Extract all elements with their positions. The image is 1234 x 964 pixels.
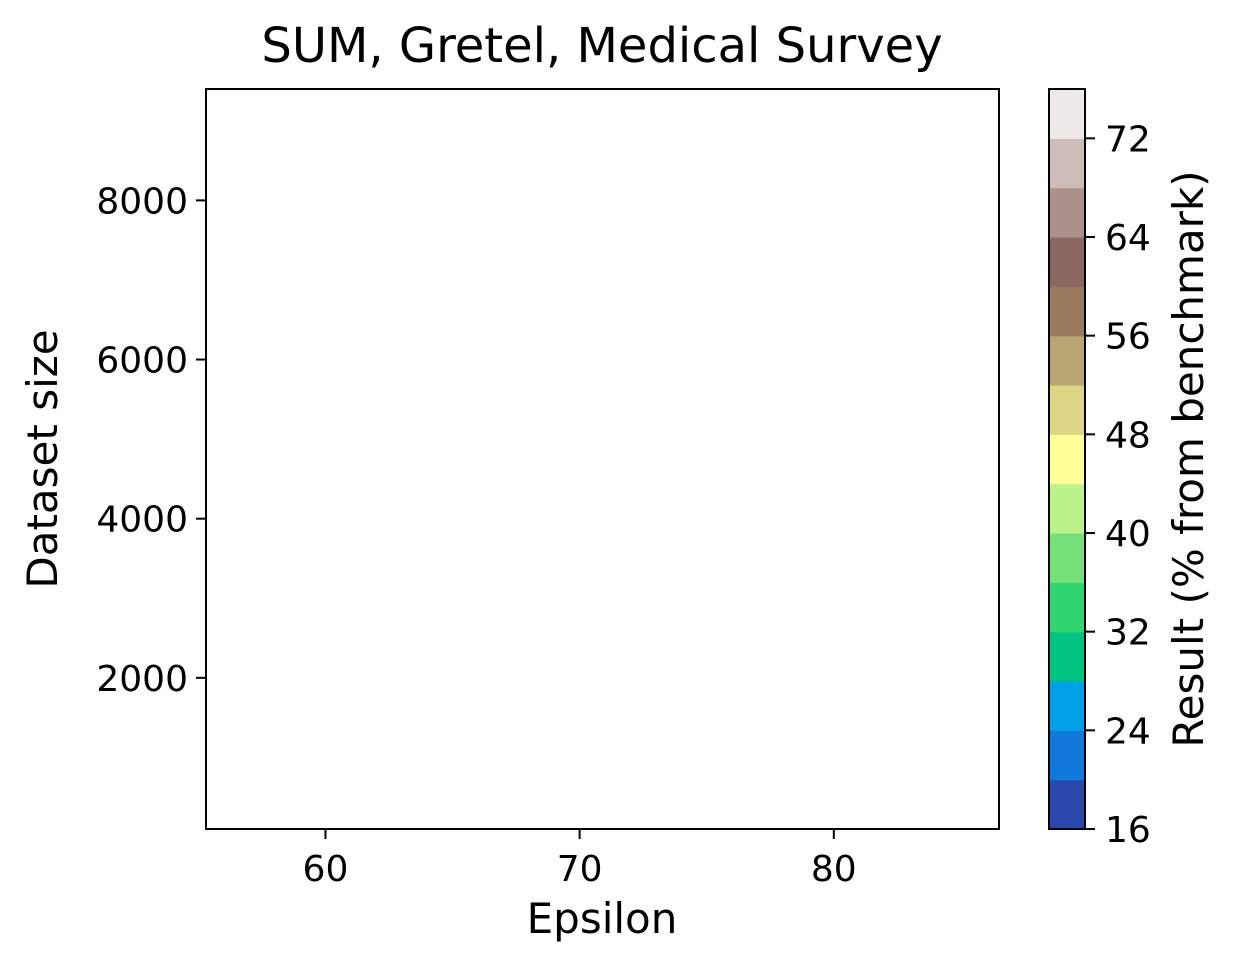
colorbar-segment — [1049, 631, 1085, 682]
y-axis-label: Dataset size — [18, 329, 67, 588]
colorbar-segment — [1049, 138, 1085, 189]
colorbar-ticks: 16 24 32 40 48 56 64 72 — [1085, 119, 1151, 851]
colorbar-tick-label: 72 — [1105, 119, 1151, 160]
chart-title: SUM, Gretel, Medical Survey — [261, 18, 942, 74]
plot-frame — [205, 88, 1000, 830]
colorbar-label: Result (% from benchmark) — [1164, 170, 1213, 747]
colorbar-frame — [1048, 88, 1086, 830]
colorbar-tick-label: 64 — [1105, 218, 1151, 259]
x-axis-label: Epsilon — [527, 894, 678, 943]
colorbar-segment — [1049, 89, 1085, 139]
y-tick-label: 6000 — [96, 341, 188, 382]
y-axis: 2000 4000 6000 8000 — [96, 181, 206, 700]
colorbar-segment — [1049, 681, 1085, 731]
colorbar-tick-label: 32 — [1105, 613, 1151, 654]
colorbar-segment — [1049, 237, 1085, 287]
y-tick-label: 2000 — [96, 659, 188, 700]
x-tick-label: 60 — [303, 849, 349, 890]
colorbar-segment — [1049, 582, 1085, 633]
plot-area — [206, 89, 999, 829]
x-axis: 60 70 80 — [303, 829, 857, 890]
colorbar-segment — [1049, 385, 1085, 435]
colorbar-tick-label: 48 — [1105, 415, 1151, 456]
colorbar-tick-label: 16 — [1105, 810, 1151, 851]
colorbar — [1049, 89, 1085, 830]
colorbar-segment — [1049, 533, 1085, 583]
colorbar-tick-label: 40 — [1105, 514, 1151, 555]
colorbar-segment — [1049, 730, 1085, 781]
colorbar-segment — [1049, 286, 1085, 337]
x-tick-label: 80 — [811, 849, 857, 890]
colorbar-segment — [1049, 187, 1085, 238]
y-tick-label: 4000 — [96, 500, 188, 541]
x-tick-label: 70 — [557, 849, 603, 890]
colorbar-segment — [1049, 335, 1085, 386]
colorbar-segment — [1049, 434, 1085, 485]
colorbar-segment — [1049, 483, 1085, 534]
colorbar-tick-label: 24 — [1105, 711, 1151, 752]
colorbar-segment — [1049, 779, 1085, 830]
y-tick-label: 8000 — [96, 181, 188, 222]
colorbar-tick-label: 56 — [1105, 317, 1151, 358]
